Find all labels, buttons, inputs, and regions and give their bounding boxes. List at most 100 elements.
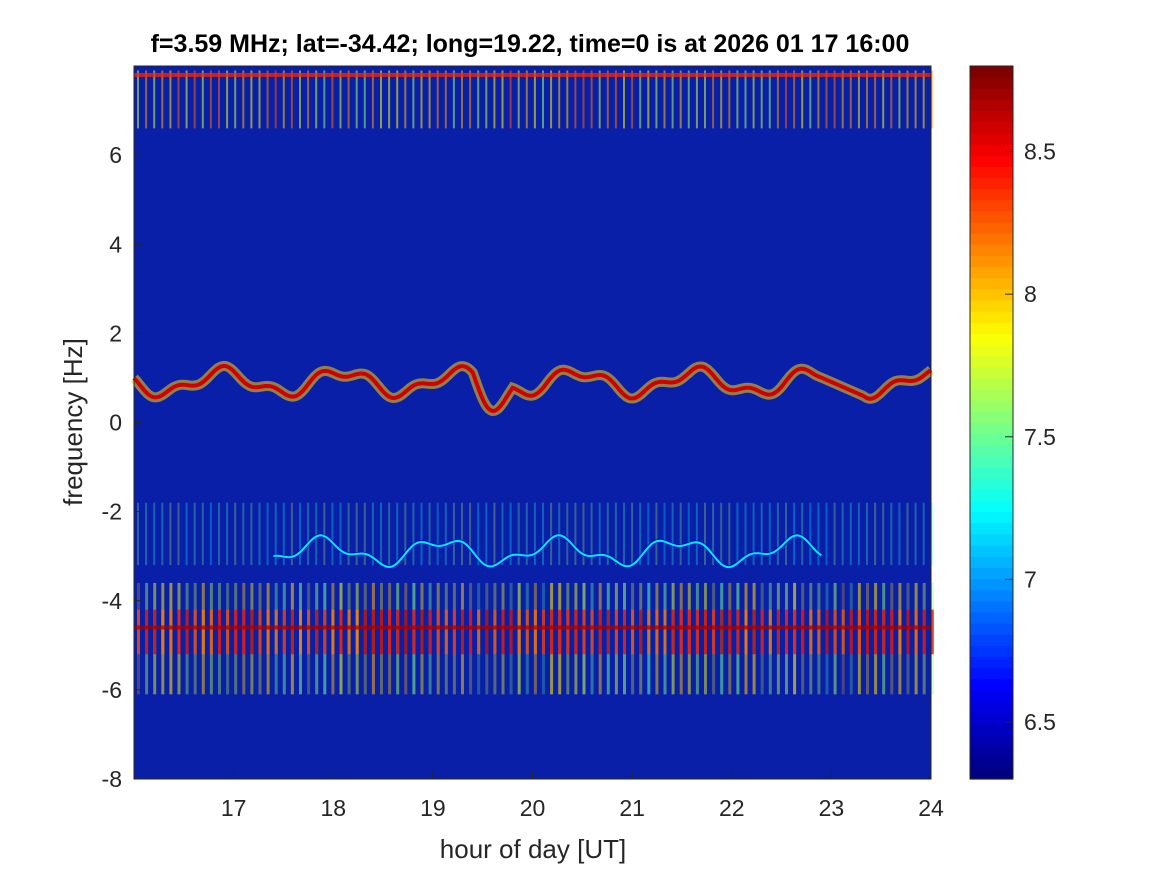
colorbar-segment	[970, 444, 1013, 457]
colorbar-segment	[970, 99, 1013, 112]
colorbar-segment	[970, 634, 1013, 646]
spectrogram-streak	[501, 502, 504, 566]
spectrogram-streak	[525, 502, 528, 566]
spectrogram-streak	[574, 609, 578, 655]
spectrogram-streak	[209, 502, 212, 566]
spectrogram-streak	[396, 502, 399, 566]
spectrogram-streak	[444, 609, 448, 655]
spectrogram-streak	[218, 70, 220, 129]
spectrogram-streak	[598, 70, 601, 129]
spectrogram-streak	[363, 502, 366, 566]
colorbar-segment	[970, 623, 1013, 635]
spectrogram-band	[134, 72, 931, 77]
spectrogram-streak	[857, 502, 860, 566]
colorbar-segment	[970, 210, 1013, 223]
spectrogram-streak	[785, 70, 787, 129]
y-tick-label: 6	[109, 142, 122, 168]
spectrogram-streak	[153, 70, 156, 129]
spectrogram-streak	[558, 70, 561, 129]
colorbar-segment	[970, 611, 1013, 624]
colorbar-gradient	[970, 66, 1013, 780]
colorbar-segment	[970, 233, 1013, 245]
spectrogram-streak	[412, 609, 416, 655]
colorbar-segment	[970, 188, 1013, 201]
spectrogram-streak	[290, 502, 293, 566]
spectrogram-streak	[793, 609, 797, 655]
spectrogram-streak	[363, 609, 367, 655]
spectrogram-streak	[882, 502, 885, 566]
x-tick-label: 21	[619, 795, 645, 821]
spectrogram-streak	[493, 609, 497, 655]
spectrogram-streak	[542, 609, 545, 655]
spectrogram-streak	[566, 502, 569, 566]
spectrogram-streak	[914, 70, 917, 129]
spectrogram-streak	[631, 502, 634, 566]
spectrogram-streak	[760, 609, 764, 655]
spectrogram-streak	[169, 502, 172, 566]
spectrogram-streak	[420, 609, 424, 655]
spectrogram-streak	[542, 70, 544, 129]
spectrogram-streak	[663, 609, 667, 655]
y-tick-label: 0	[109, 410, 122, 436]
spectrogram-streak	[874, 70, 877, 129]
spectrogram-streak	[469, 70, 472, 129]
spectrogram-streak	[355, 70, 358, 129]
spectrogram-streak	[469, 609, 473, 655]
spectrogram-streak	[606, 70, 609, 129]
y-tick-label: -2	[102, 499, 122, 525]
spectrogram-streak	[882, 70, 885, 129]
spectrogram-streak	[841, 70, 844, 129]
spectrogram-streak	[436, 609, 440, 655]
spectrogram-streak	[614, 70, 617, 129]
spectrogram-streak	[371, 609, 375, 655]
spectrogram-streak	[331, 502, 334, 566]
spectrogram-streak	[436, 502, 439, 566]
spectrogram-streak	[509, 502, 512, 566]
colorbar-segment	[970, 333, 1013, 346]
spectrogram-streak	[339, 70, 342, 129]
spectrogram-streak	[339, 609, 343, 655]
colorbar-segment	[970, 355, 1013, 368]
spectrogram-streak	[768, 609, 772, 655]
spectrogram-streak	[323, 70, 326, 129]
colorbar-segment	[970, 511, 1013, 524]
spectrogram-streak	[218, 609, 221, 655]
spectrogram-streak	[493, 70, 496, 129]
spectrogram-streak	[533, 609, 537, 655]
spectrogram-streak	[436, 70, 439, 129]
colorbar-tick-label: 8	[1024, 281, 1037, 307]
spectrogram-streak	[639, 502, 642, 566]
spectrogram-streak	[866, 609, 869, 655]
spectrogram-streak	[720, 502, 723, 566]
spectrogram-streak	[234, 609, 238, 655]
spectrogram-streak	[582, 609, 586, 655]
colorbar-ticks: 6.5 7 7.5 8 8.5	[1005, 139, 1056, 735]
colorbar-segment	[970, 723, 1013, 736]
spectrogram-streak	[485, 502, 488, 566]
spectrogram-streak	[639, 609, 643, 655]
spectrogram-streak	[582, 70, 585, 129]
spectrogram-streak	[331, 70, 334, 129]
spectrogram-streak	[833, 609, 837, 655]
spectrogram-band	[134, 625, 931, 630]
spectrogram-streak	[177, 70, 180, 129]
spectrogram-streak	[371, 70, 374, 129]
y-axis-label: frequency [Hz]	[58, 338, 88, 506]
colorbar-segment	[970, 467, 1013, 479]
spectrogram-streak	[744, 502, 747, 566]
spectrogram-streak	[250, 70, 253, 129]
spectrogram-streak	[606, 502, 609, 566]
spectrogram-streak	[185, 502, 188, 566]
y-tick-label: -6	[102, 677, 122, 703]
spectrogram-streak	[590, 70, 593, 129]
spectrogram-streak	[849, 70, 852, 129]
spectrogram-streak	[517, 502, 520, 566]
spectrogram-streak	[695, 70, 698, 129]
spectrogram-streak	[299, 70, 301, 129]
x-tick-label: 17	[221, 795, 247, 821]
y-axis-ticks: -8 -6 -4 -2 0 2 4 6	[102, 142, 142, 792]
spectrogram-streak	[290, 609, 294, 655]
spectrogram-streak	[461, 70, 463, 129]
y-tick-label: -8	[102, 766, 122, 792]
spectrogram-streak	[841, 609, 845, 655]
